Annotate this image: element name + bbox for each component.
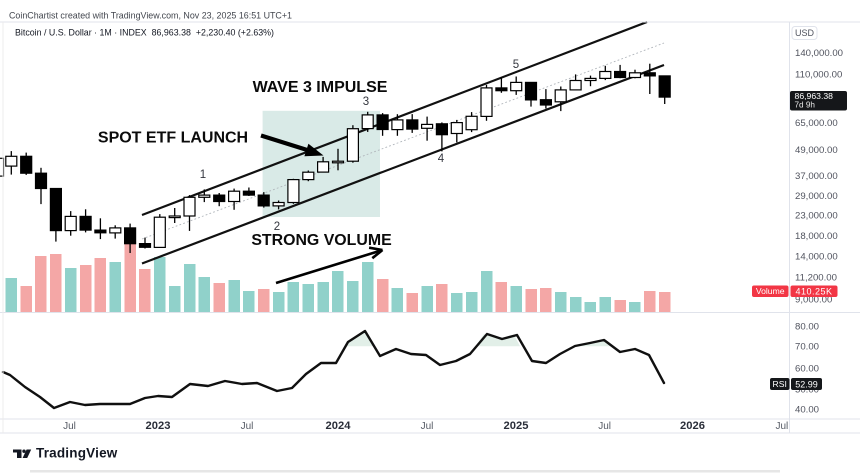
svg-text:1: 1 bbox=[200, 169, 206, 181]
svg-text:Jul: Jul bbox=[598, 421, 611, 432]
svg-text:11,200.00: 11,200.00 bbox=[795, 272, 837, 283]
svg-text:23,000.00: 23,000.00 bbox=[795, 210, 838, 221]
svg-text:Jul: Jul bbox=[241, 421, 254, 432]
svg-text:65,000.00: 65,000.00 bbox=[795, 118, 838, 129]
svg-text:410.25K: 410.25K bbox=[795, 286, 832, 296]
svg-text:49,000.00: 49,000.00 bbox=[795, 145, 838, 156]
svg-text:TradingView: TradingView bbox=[36, 446, 118, 461]
svg-text:5: 5 bbox=[513, 59, 519, 71]
svg-text:18,000.00: 18,000.00 bbox=[795, 231, 838, 242]
svg-text:70.00: 70.00 bbox=[795, 342, 819, 353]
svg-text:2023: 2023 bbox=[146, 420, 171, 432]
svg-text:7d 9h: 7d 9h bbox=[795, 100, 816, 109]
svg-text:3: 3 bbox=[363, 96, 369, 108]
svg-text:CoinChartist created with Trad: CoinChartist created with TradingView.co… bbox=[9, 10, 292, 20]
svg-text:110,000.00: 110,000.00 bbox=[795, 69, 842, 80]
svg-text:86,963.38: 86,963.38 bbox=[795, 91, 834, 101]
svg-text:WAVE 3 IMPULSE: WAVE 3 IMPULSE bbox=[253, 79, 388, 96]
svg-text:Bitcoin / U.S. Dollar · 1M · I: Bitcoin / U.S. Dollar · 1M · INDEX 86,96… bbox=[15, 28, 274, 38]
svg-text:2026: 2026 bbox=[680, 420, 705, 432]
svg-text:2: 2 bbox=[274, 221, 280, 233]
svg-text:SPOT ETF LAUNCH: SPOT ETF LAUNCH bbox=[98, 130, 248, 147]
svg-text:9,000.00: 9,000.00 bbox=[795, 295, 832, 306]
svg-text:37,000.00: 37,000.00 bbox=[795, 171, 838, 182]
svg-text:60.00: 60.00 bbox=[795, 363, 819, 374]
svg-text:Jul: Jul bbox=[63, 421, 76, 432]
svg-text:29,000.00: 29,000.00 bbox=[795, 191, 838, 202]
svg-text:RSI: RSI bbox=[773, 379, 787, 389]
svg-text:80.00: 80.00 bbox=[795, 322, 819, 333]
svg-text:Jul: Jul bbox=[776, 421, 789, 432]
svg-text:140,000.00: 140,000.00 bbox=[795, 48, 843, 59]
svg-text:2025: 2025 bbox=[504, 420, 529, 432]
svg-text:USD: USD bbox=[795, 28, 815, 38]
svg-text:4: 4 bbox=[438, 153, 445, 165]
svg-text:52.99: 52.99 bbox=[795, 379, 818, 389]
svg-text:14,000.00: 14,000.00 bbox=[795, 251, 838, 262]
svg-text:Jul: Jul bbox=[421, 421, 434, 432]
svg-text:Volume: Volume bbox=[756, 286, 785, 296]
svg-text:2024: 2024 bbox=[326, 420, 352, 432]
svg-text:STRONG VOLUME: STRONG VOLUME bbox=[251, 232, 391, 249]
svg-text:40.00: 40.00 bbox=[795, 404, 819, 415]
